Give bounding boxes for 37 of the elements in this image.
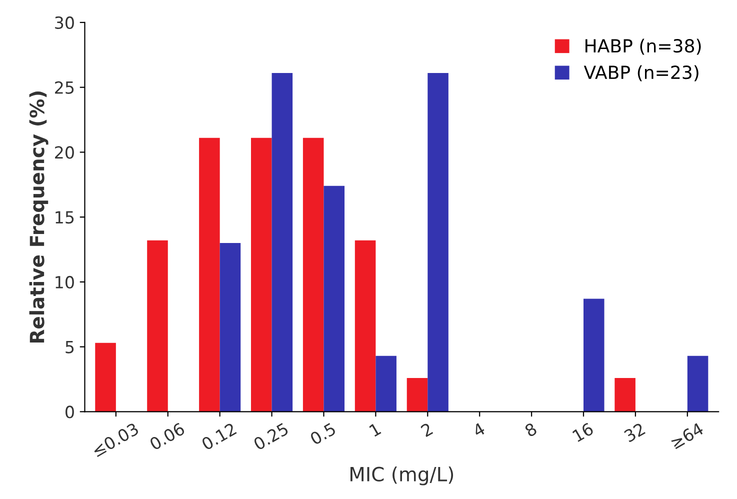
y-tick-label: 20: [55, 146, 74, 159]
bar: [251, 138, 272, 412]
bar: [324, 186, 345, 412]
bar: [687, 356, 708, 412]
x-tick-label: 32: [623, 422, 646, 443]
legend-label: VABP (n=23): [584, 65, 698, 82]
legend-label: HABP (n=38): [586, 38, 701, 55]
bar: [95, 342, 116, 412]
x-tick-label: 16: [572, 422, 594, 442]
y-tick-label: 5: [66, 340, 74, 354]
bar: [354, 240, 376, 412]
bar: [220, 243, 241, 412]
bar: [614, 378, 636, 412]
bar: [584, 298, 604, 412]
bar: [147, 240, 168, 412]
y-axis-title: Relative Frequency (%): [29, 92, 48, 342]
x-tick-label: 0.12: [200, 422, 237, 451]
x-tick-label: 1: [368, 422, 382, 437]
x-axis-title: MIC (mg/L): [350, 466, 454, 486]
y-tick-label: 25: [55, 81, 74, 94]
bar: [406, 378, 428, 412]
y-tick-label: 30: [55, 16, 74, 30]
bar: [376, 356, 396, 412]
y-tick-label: 0: [66, 406, 74, 418]
x-tick-label: 4: [472, 422, 486, 438]
bar: [272, 73, 293, 412]
x-tick-label: 0.06: [148, 422, 186, 451]
bar: [302, 138, 324, 412]
x-tick-label: ≥64: [670, 422, 704, 450]
y-tick-label: 10: [56, 276, 74, 289]
y-tick-label: 15: [56, 211, 74, 224]
bar: [199, 138, 220, 412]
x-tick-label: 2: [420, 422, 434, 438]
x-tick-label: 0.25: [252, 422, 290, 451]
x-tick-label: 0.5: [309, 422, 336, 446]
bar: [428, 73, 448, 412]
x-tick-label: 8: [524, 422, 538, 438]
